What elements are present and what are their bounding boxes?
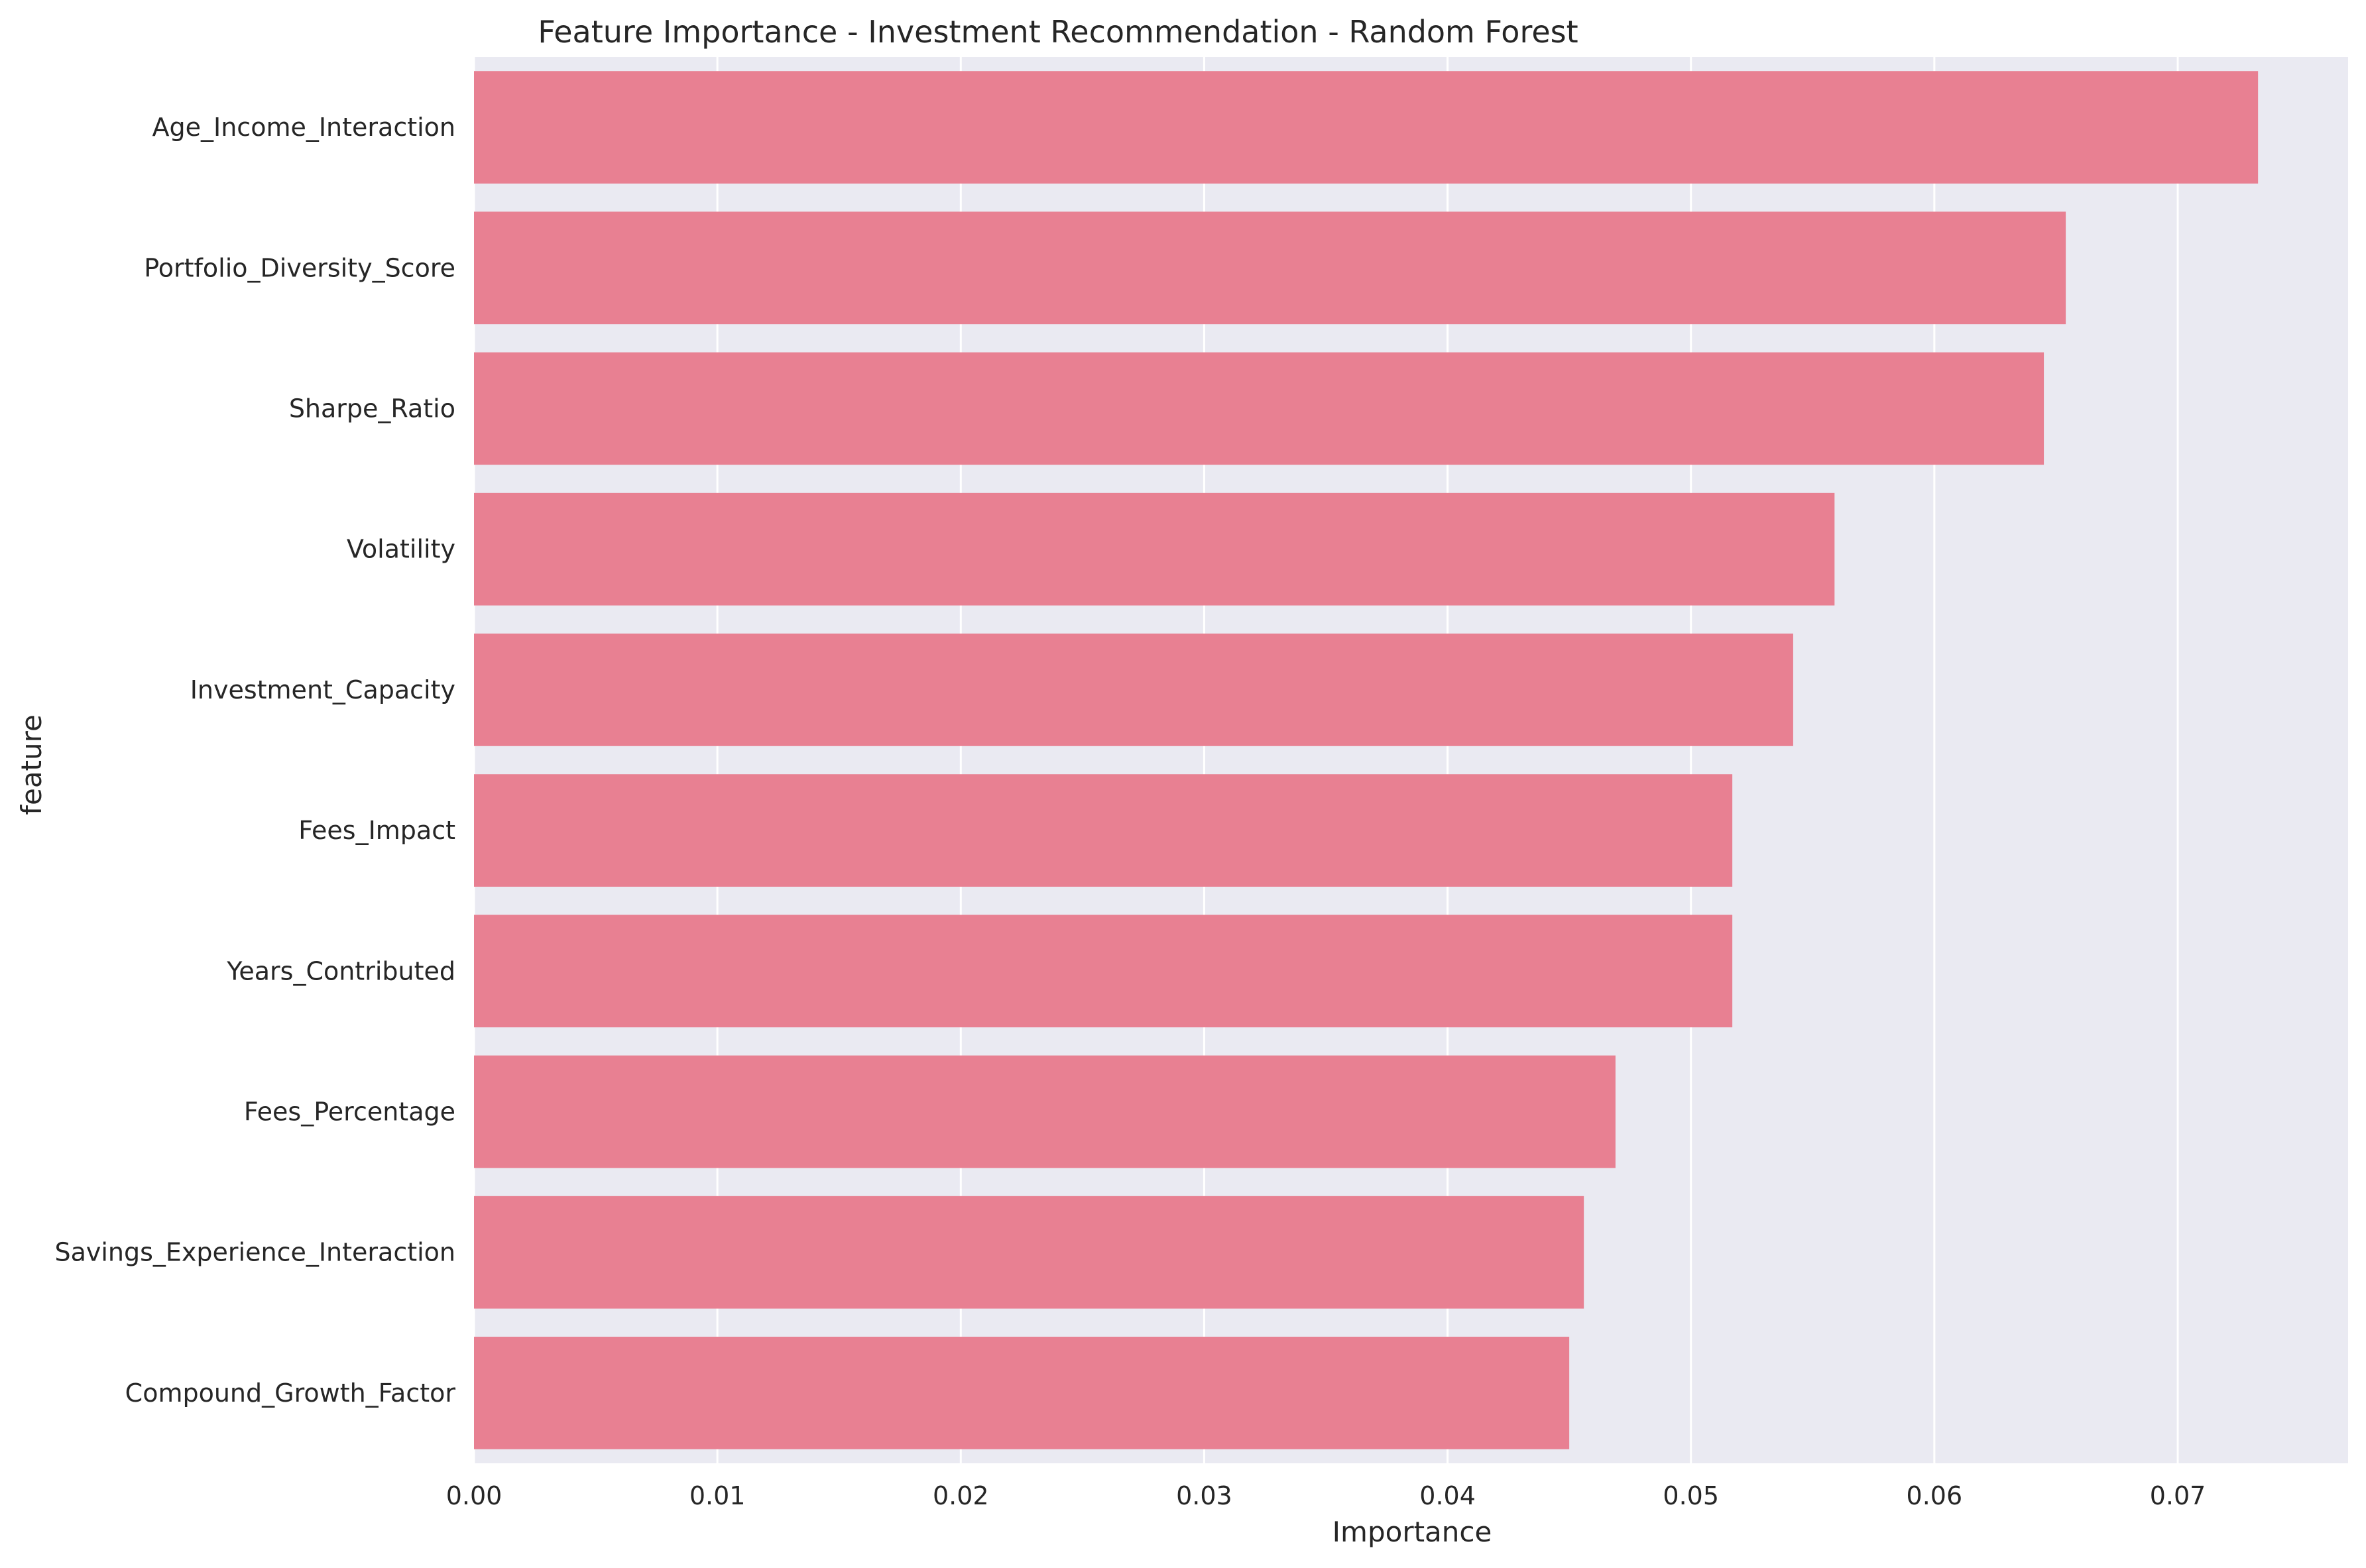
y-axis-title: feature [15, 714, 48, 815]
x-tick-label: 0.05 [1663, 1481, 1719, 1510]
bar [474, 634, 1793, 746]
bar [474, 211, 2066, 325]
x-tick-label: 0.04 [1419, 1481, 1476, 1510]
y-tick-label: Savings_Experience_Interaction [54, 1238, 455, 1267]
chart-title: Feature Importance - Investment Recommen… [538, 14, 1578, 50]
bar [474, 1196, 1584, 1309]
x-tick-label: 0.02 [933, 1481, 989, 1510]
y-tick-label: Fees_Percentage [244, 1097, 455, 1127]
y-tick-label: Volatility [347, 535, 455, 564]
x-tick-label: 0.06 [1907, 1481, 1963, 1510]
x-axis-title: Importance [1332, 1516, 1492, 1548]
y-tick-label: Fees_Impact [298, 816, 455, 845]
bar [474, 1055, 1616, 1168]
y-tick-labels: Age_Income_Interaction Portfolio_Diversit… [54, 113, 455, 1408]
bar [474, 492, 1835, 606]
bar [474, 1337, 1570, 1449]
y-tick-label: Sharpe_Ratio [289, 394, 455, 423]
x-tick-label: 0.07 [2150, 1481, 2206, 1510]
bars [474, 71, 2259, 1449]
y-tick-label: Age_Income_Interaction [152, 113, 455, 142]
bar [474, 774, 1733, 887]
y-tick-label: Years_Contributed [226, 956, 455, 985]
x-tick-label: 0.01 [689, 1481, 746, 1510]
y-tick-label: Investment_Capacity [190, 675, 455, 704]
x-tick-labels: 0.00 0.01 0.02 0.03 0.04 0.05 0.06 0.07 [446, 1481, 2206, 1510]
y-tick-label: Portfolio_Diversity_Score [144, 253, 455, 282]
bar [474, 915, 1733, 1028]
y-tick-label: Compound_Growth_Factor [125, 1378, 456, 1408]
x-tick-label: 0.00 [446, 1481, 503, 1510]
bar [474, 71, 2259, 184]
bar [474, 352, 2044, 465]
x-tick-label: 0.03 [1176, 1481, 1232, 1510]
